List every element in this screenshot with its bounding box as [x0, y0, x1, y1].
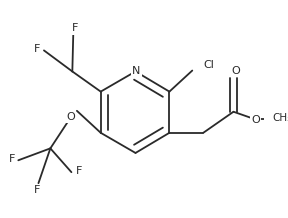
- Text: N: N: [132, 66, 141, 76]
- Text: O: O: [231, 66, 240, 76]
- Text: O: O: [251, 115, 260, 125]
- Text: Cl: Cl: [203, 60, 214, 70]
- Text: CH₃: CH₃: [272, 113, 288, 123]
- Text: F: F: [34, 44, 41, 54]
- Text: F: F: [34, 186, 41, 196]
- Text: F: F: [72, 23, 78, 33]
- Text: F: F: [75, 166, 82, 176]
- Text: F: F: [9, 154, 15, 164]
- Text: O: O: [66, 112, 75, 122]
